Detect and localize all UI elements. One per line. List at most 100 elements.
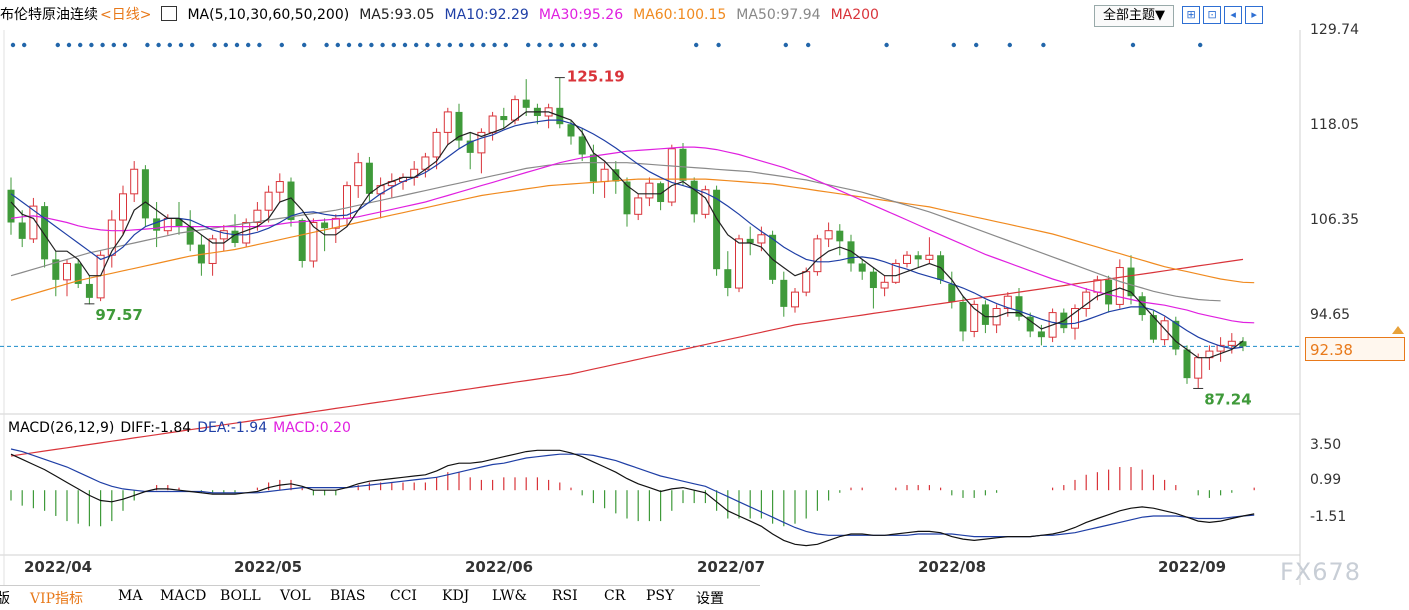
signal-dot: [537, 42, 542, 48]
date-label: 2022/08: [918, 558, 987, 576]
candle-body: [746, 238, 754, 243]
ma-value-label: MA30:95.26: [538, 7, 624, 23]
candle-body: [500, 116, 508, 121]
candle-body: [824, 230, 833, 240]
signal-dot: [470, 42, 475, 48]
signal-dot: [358, 42, 363, 48]
tab-settings[interactable]: 设置: [696, 591, 724, 607]
signal-dot: [257, 42, 262, 48]
prev-icon[interactable]: ◂: [1224, 5, 1243, 24]
period-selector[interactable]: <日线>: [100, 7, 152, 23]
candle-body: [1115, 267, 1124, 305]
candle-body: [1239, 341, 1247, 347]
current-price-label: 92.38: [1305, 337, 1405, 361]
tab-macd[interactable]: MACD: [160, 588, 207, 604]
candle-body: [914, 255, 922, 260]
signal-dot: [458, 42, 464, 48]
macd-diff: DIFF:-1.84: [120, 420, 192, 436]
tab-vol[interactable]: VOL: [280, 588, 311, 604]
tab-ma[interactable]: MA: [118, 588, 143, 604]
candle-body: [522, 99, 530, 108]
signal-dot: [806, 42, 811, 48]
candle-body: [1015, 296, 1023, 317]
ma5-line: [10, 111, 1244, 359]
signal-dot: [951, 42, 956, 48]
signal-dot: [190, 42, 195, 48]
candle-body: [623, 181, 631, 215]
candle-body: [130, 168, 139, 195]
candle-body: [780, 279, 788, 307]
candle-body: [1003, 295, 1012, 310]
candle-body: [1037, 331, 1045, 338]
tab-boll[interactable]: BOLL: [220, 588, 261, 604]
candle-body: [847, 241, 855, 264]
candle-body: [1071, 308, 1079, 329]
candle-body: [645, 182, 654, 199]
signal-dot: [234, 42, 240, 48]
ma-values: MA5:93.05 MA10:92.29 MA30:95.26 MA60:100.15…: [359, 7, 889, 23]
candle-body: [141, 169, 149, 219]
zoom-in-icon[interactable]: ⊞: [1182, 5, 1201, 24]
candle-body: [891, 262, 900, 283]
candle-body: [175, 218, 183, 227]
tab-bias[interactable]: BIAS: [330, 588, 366, 604]
macd-tick-2: -1.51: [1310, 509, 1347, 525]
zoom-fit-icon[interactable]: ⊡: [1203, 5, 1222, 24]
dea-line: [10, 448, 1255, 538]
theme-dropdown[interactable]: 全部主题▼: [1094, 5, 1174, 27]
candle-body: [690, 180, 698, 215]
signal-dot: [559, 42, 564, 48]
signal-dot: [492, 42, 497, 48]
candle-body: [724, 269, 732, 289]
signal-dot: [380, 42, 385, 48]
signal-dot: [55, 42, 60, 48]
macd-dea: DEA:-1.94: [197, 420, 268, 436]
candle-body: [275, 181, 284, 193]
tab-version[interactable]: 版: [0, 591, 10, 607]
signal-dot: [694, 42, 699, 48]
signal-dot: [66, 42, 72, 48]
high-label: 125.19: [567, 68, 625, 86]
date-label: 2022/07: [697, 558, 766, 576]
candle-body: [231, 230, 239, 243]
candle-body: [253, 209, 262, 224]
candle-body: [1183, 349, 1191, 379]
candle-body: [309, 222, 318, 262]
signal-dot: [1198, 42, 1203, 48]
candle-body: [713, 189, 721, 270]
candle-body: [365, 162, 373, 194]
candle-body: [511, 99, 519, 121]
tab-cr[interactable]: CR: [604, 588, 626, 604]
tab-rsi[interactable]: RSI: [552, 588, 578, 604]
signal-dot: [414, 42, 419, 48]
ma-indicator-icon[interactable]: [161, 6, 178, 21]
tab-psy[interactable]: PSY: [646, 588, 675, 604]
candle-body: [18, 222, 26, 239]
candle-body: [970, 303, 979, 332]
candle-body: [466, 140, 474, 153]
signal-dot: [111, 42, 117, 48]
signal-dot: [178, 42, 184, 48]
next-icon[interactable]: ▸: [1245, 5, 1264, 24]
date-axis: 2022/04 2022/05 2022/06 2022/07 2022/08 …: [0, 556, 1300, 580]
tab-kdj[interactable]: KDJ: [442, 588, 470, 604]
signal-dot: [78, 42, 83, 48]
candle-body: [925, 254, 934, 260]
macd-value: MACD:0.20: [273, 420, 351, 436]
tab-cci[interactable]: CCI: [390, 588, 417, 604]
signal-dot: [156, 42, 161, 48]
tab-vip[interactable]: VIP指标: [30, 591, 84, 607]
ma200-line: [10, 258, 1244, 457]
candle-body: [41, 206, 49, 260]
signal-dot: [223, 42, 228, 48]
instrument-title: 布伦特原油连续: [0, 7, 98, 23]
signal-dot: [1041, 42, 1046, 48]
signal-dot: [582, 42, 587, 48]
signal-dot: [279, 42, 284, 48]
tab-lw[interactable]: LW&: [492, 588, 527, 604]
candle-body: [1194, 357, 1203, 379]
signal-dot: [447, 42, 452, 48]
macd-header: MACD(26,12,9) DIFF:-1.84 DEA:-1.94 MACD:0.2…: [8, 420, 357, 436]
candle-body: [1138, 296, 1146, 316]
